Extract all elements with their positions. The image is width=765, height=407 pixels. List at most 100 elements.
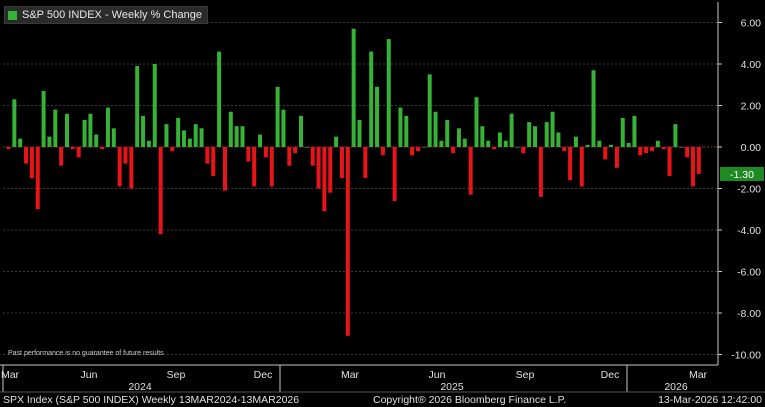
bar (65, 113, 69, 147)
bar (328, 147, 333, 193)
y-tick-label: 2.00 (741, 101, 762, 113)
y-tick-label: -4.00 (737, 225, 761, 237)
bar (187, 138, 192, 147)
bar (433, 111, 438, 147)
bar (673, 124, 678, 147)
bar (655, 140, 660, 147)
bar (211, 147, 216, 177)
footer-copyright: Copyright® 2026 Bloomberg Finance L.P. (373, 394, 567, 406)
bar (310, 147, 315, 166)
bar (492, 147, 497, 150)
bar (609, 144, 614, 147)
bar (357, 120, 362, 147)
bar (217, 51, 222, 147)
bar (82, 120, 87, 147)
bar (638, 147, 643, 156)
bar (690, 147, 695, 187)
bar (170, 147, 175, 152)
bar (53, 109, 58, 147)
bar (275, 86, 280, 147)
x-month-label: Mar (1, 369, 20, 381)
bar (632, 115, 637, 147)
bar (234, 126, 239, 147)
bar (375, 86, 380, 147)
bar (105, 107, 110, 147)
bar (252, 147, 257, 187)
legend-label: S&P 500 INDEX - Weekly % Change (22, 9, 202, 21)
bar (293, 147, 298, 154)
bar (334, 136, 339, 147)
bar (41, 90, 46, 147)
x-month-label: Jun (81, 369, 98, 381)
bar (521, 147, 526, 154)
bar (474, 97, 479, 147)
x-month-label: Dec (254, 369, 273, 381)
bar (70, 147, 75, 150)
bar (579, 147, 584, 187)
bar (591, 70, 596, 147)
bar (141, 115, 146, 147)
bar (392, 147, 397, 201)
footer-timestamp: 13-Mar-2026 12:42:00 (658, 394, 762, 406)
bar (222, 147, 227, 191)
bar (18, 138, 23, 147)
bar (515, 147, 520, 148)
bar (410, 147, 415, 156)
y-tick-label: -2.00 (737, 184, 761, 196)
y-tick-label: -8.00 (737, 308, 761, 320)
bar (240, 126, 245, 147)
bar (667, 147, 672, 177)
bar (661, 147, 666, 150)
bar (182, 130, 186, 147)
bar (158, 147, 163, 235)
bar (497, 132, 502, 147)
chart-legend: S&P 500 INDEX - Weekly % Change (4, 6, 208, 24)
bar (369, 51, 374, 147)
bar (650, 147, 654, 152)
bar (129, 147, 134, 189)
bar (94, 134, 99, 147)
bar (439, 140, 444, 147)
bar (421, 147, 426, 148)
bar (135, 66, 140, 147)
bar (146, 140, 151, 147)
bar (258, 134, 263, 147)
bar (386, 39, 391, 147)
bar (509, 113, 514, 147)
bar (111, 128, 116, 147)
x-month-label: Dec (601, 369, 620, 381)
bar (427, 74, 432, 147)
bar (416, 147, 420, 152)
bar (527, 122, 532, 147)
bar (398, 107, 403, 147)
bar (620, 117, 625, 147)
last-value-box (720, 166, 764, 181)
bar (538, 147, 543, 197)
bar (404, 115, 409, 147)
bar (451, 147, 456, 154)
bar (480, 126, 485, 147)
bar (47, 136, 52, 147)
bar (246, 147, 251, 162)
bar (117, 147, 122, 187)
bar (263, 147, 268, 158)
x-year-label: 2024 (128, 381, 152, 393)
footer-security-info: SPX Index (S&P 500 INDEX) Weekly 13MAR20… (3, 394, 300, 406)
bar (445, 120, 450, 147)
bar (269, 147, 274, 187)
bar (29, 147, 34, 179)
bar (614, 147, 619, 168)
y-tick-label: 6.00 (741, 18, 762, 30)
bar (193, 124, 198, 147)
bar (24, 147, 29, 164)
x-month-label: Mar (689, 369, 708, 381)
bar (12, 99, 17, 147)
bar (568, 147, 573, 181)
y-tick-label: -10.00 (731, 350, 761, 362)
bar (573, 136, 578, 147)
x-month-label: Sep (167, 369, 186, 381)
bar (685, 147, 690, 158)
bar (35, 147, 40, 210)
bar (626, 142, 631, 147)
bar (544, 122, 549, 147)
